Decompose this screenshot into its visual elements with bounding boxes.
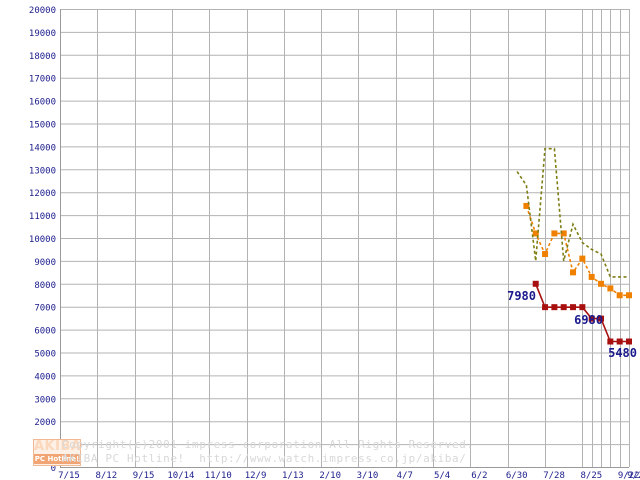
y-tick-label: 0 — [51, 464, 56, 474]
x-tick-label: 9/22 — [618, 471, 640, 480]
data-point — [598, 315, 605, 322]
x-tick-label: 5/4 — [434, 471, 450, 480]
data-point — [570, 269, 577, 276]
x-tick-label: 1/13 — [282, 471, 304, 480]
y-tick-label: 10000 — [29, 235, 56, 245]
x-tick-label: 9/29 — [627, 471, 640, 480]
x-tick-label: 6/30 — [506, 471, 528, 480]
x-tick-label: 11/10 — [205, 471, 232, 480]
y-tick-label: 12000 — [29, 189, 56, 199]
y-tick-label: 6000 — [34, 327, 56, 337]
data-point — [588, 273, 595, 280]
y-tick-label: 2000 — [34, 418, 56, 428]
series-price-low — [532, 280, 632, 345]
y-tick-label: 16000 — [29, 98, 56, 108]
x-tick-label: 7/15 — [58, 471, 80, 480]
logo-title: AKIBA — [34, 439, 82, 454]
logo-subtitle: PC Hotline! — [34, 454, 80, 464]
x-tick-label: 4/7 — [397, 471, 413, 480]
series-price-mid — [523, 202, 632, 299]
data-point — [551, 230, 558, 237]
y-tick-label: 11000 — [29, 212, 56, 222]
data-point — [626, 292, 632, 299]
data-point — [616, 338, 623, 345]
x-tick-label: 12/9 — [245, 471, 267, 480]
data-point — [542, 251, 549, 258]
data-point — [560, 304, 567, 311]
data-point — [579, 304, 586, 311]
data-point — [523, 202, 530, 209]
point-value-label: 5480 — [608, 346, 637, 360]
data-point — [542, 304, 549, 311]
series-price-high — [516, 147, 629, 278]
y-tick-label: 18000 — [29, 52, 56, 62]
data-point — [588, 315, 595, 322]
data-point — [570, 304, 577, 311]
data-point — [532, 280, 539, 287]
data-point — [532, 230, 539, 237]
y-tick-label: 7000 — [34, 304, 56, 314]
y-tick-label: 4000 — [34, 372, 56, 382]
series-line — [516, 147, 629, 278]
series-line — [525, 205, 629, 297]
y-tick-label: 15000 — [29, 121, 56, 131]
data-point — [598, 280, 605, 287]
x-tick-label: 7/28 — [543, 471, 565, 480]
y-tick-label: 3000 — [34, 395, 56, 405]
data-point — [579, 255, 586, 262]
y-tick-label: 9000 — [34, 258, 56, 268]
data-point — [616, 292, 623, 299]
y-tick-label: 20000 — [29, 6, 56, 16]
akiba-logo: AKIBA PC Hotline! — [33, 439, 81, 466]
y-tick-label: 5000 — [34, 350, 56, 360]
x-tick-label: 8/25 — [581, 471, 603, 480]
data-point — [626, 338, 632, 345]
x-tick-label: 3/10 — [357, 471, 379, 480]
point-value-label: 6980 — [574, 313, 603, 327]
y-tick-label: 17000 — [29, 75, 56, 85]
data-point — [607, 338, 614, 345]
x-tick-label: 6/2 — [471, 471, 487, 480]
gridlines — [60, 9, 630, 468]
y-tick-label: 14000 — [29, 143, 56, 153]
y-tick-label: 19000 — [29, 29, 56, 39]
x-tick-label: 8/12 — [95, 471, 117, 480]
y-tick-label: 13000 — [29, 166, 56, 176]
y-tick-label: 8000 — [34, 281, 56, 291]
x-tick-label: 9/15 — [133, 471, 155, 480]
data-point — [551, 304, 558, 311]
point-value-label: 7980 — [507, 289, 536, 303]
x-tick-label: 2/10 — [319, 471, 341, 480]
data-point — [607, 285, 614, 292]
x-tick-label: 10/14 — [167, 471, 194, 480]
